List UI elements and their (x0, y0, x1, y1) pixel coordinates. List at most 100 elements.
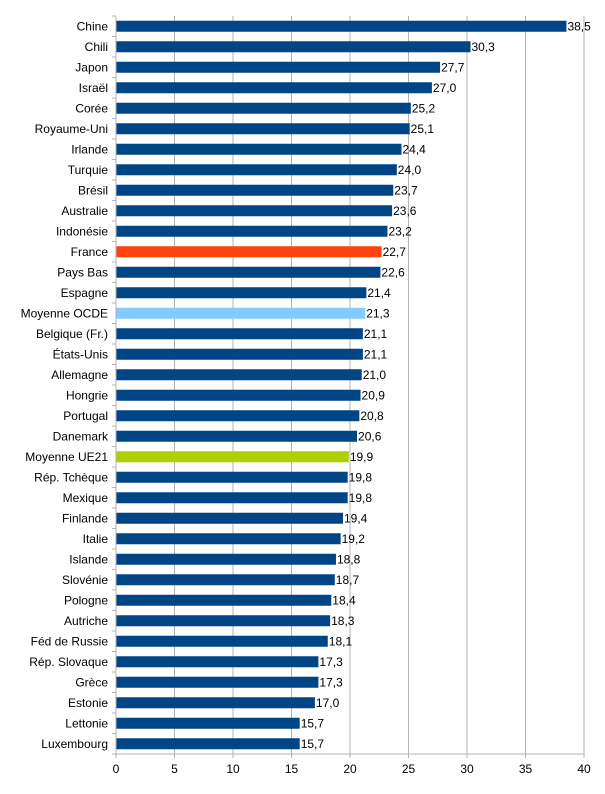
bar-24 (116, 512, 343, 524)
value-label: 19,9 (350, 450, 374, 464)
category-label: Finlande (62, 511, 108, 525)
value-label: 19,8 (349, 491, 373, 505)
bar-23 (116, 492, 348, 504)
category-label: Japon (75, 60, 108, 74)
x-tick-label-5: 5 (171, 762, 178, 776)
category-label: Féd de Russie (31, 634, 109, 648)
bar-35 (116, 738, 300, 750)
value-label: 18,7 (336, 573, 360, 587)
bar-21 (116, 451, 349, 463)
value-label: 23,7 (394, 183, 418, 197)
value-label: 17,0 (316, 696, 340, 710)
value-label: 30,3 (472, 40, 496, 54)
category-label: Portugal (63, 409, 108, 423)
bar-32 (116, 676, 319, 688)
bar-1 (116, 41, 471, 53)
category-label: Belgique (Fr.) (36, 327, 108, 341)
bars (116, 20, 567, 750)
category-label: France (71, 245, 109, 259)
category-label: Pologne (64, 593, 108, 607)
x-tick-label-20: 20 (343, 762, 357, 776)
value-label: 18,8 (337, 552, 361, 566)
value-label: 21,0 (363, 368, 387, 382)
category-label: Irlande (71, 142, 108, 156)
value-label: 23,2 (388, 224, 412, 238)
bar-19 (116, 410, 360, 422)
value-label: 27,7 (441, 60, 465, 74)
value-label: 17,3 (319, 655, 343, 669)
bar-17 (116, 369, 362, 381)
value-label: 15,7 (301, 716, 325, 730)
bar-15 (116, 328, 363, 340)
value-label: 21,1 (364, 327, 388, 341)
value-label: 21,4 (367, 286, 391, 300)
x-tick-label-0: 0 (113, 762, 120, 776)
category-label: Estonie (68, 696, 108, 710)
category-label: Moyenne UE21 (25, 450, 108, 464)
bar-13 (116, 287, 367, 299)
bar-22 (116, 471, 348, 483)
category-label: Hongrie (66, 388, 108, 402)
category-label: Lettonie (65, 716, 108, 730)
value-label: 18,1 (329, 634, 353, 648)
category-label: Italie (83, 532, 109, 546)
category-label: Allemagne (51, 368, 108, 382)
bar-18 (116, 389, 361, 401)
value-label: 25,2 (412, 101, 436, 115)
category-label: Indonésie (56, 224, 108, 238)
value-label: 22,6 (381, 265, 405, 279)
value-label: 17,3 (319, 675, 343, 689)
x-tick-label-15: 15 (285, 762, 299, 776)
value-label: 27,0 (433, 81, 457, 95)
value-label: 21,3 (366, 306, 390, 320)
category-label: Luxembourg (41, 737, 108, 751)
category-label: Danemark (53, 429, 109, 443)
bar-10 (116, 225, 388, 237)
category-label: Corée (75, 101, 108, 115)
category-label: Grèce (75, 675, 108, 689)
bar-26 (116, 553, 336, 565)
value-label: 25,1 (411, 122, 435, 136)
category-label: États-Unis (53, 346, 108, 361)
bar-12 (116, 266, 381, 278)
category-labels: Chine Chili Japon Israël Corée Royaume-Uni Irl… (21, 19, 109, 751)
x-axis-ticks: 0 5 10 15 20 25 30 35 40 (113, 754, 591, 776)
value-labels: 38,5 30,3 27,7 27,0 25,2 25,1 24,4 24,0 23,7 23,6… (301, 19, 591, 751)
bar-14 (116, 307, 366, 319)
x-tick-label-40: 40 (577, 762, 591, 776)
value-label: 24,4 (402, 142, 426, 156)
value-label: 21,1 (364, 347, 388, 361)
value-label: 20,8 (360, 409, 384, 423)
category-label: Islande (69, 552, 108, 566)
category-label: Slovénie (62, 573, 108, 587)
bar-2 (116, 61, 441, 73)
bar-33 (116, 697, 315, 709)
bar-30 (116, 635, 328, 647)
bar-11 (116, 246, 382, 258)
value-label: 24,0 (398, 163, 422, 177)
value-label: 23,6 (393, 204, 417, 218)
category-label: Australie (61, 204, 108, 218)
bar-8 (116, 184, 394, 196)
category-label: Rép. Tchèque (34, 470, 108, 484)
bar-9 (116, 205, 393, 217)
bar-28 (116, 594, 332, 606)
x-tick-label-30: 30 (460, 762, 474, 776)
category-label: Espagne (61, 286, 109, 300)
category-label: Israël (79, 81, 108, 95)
bar-20 (116, 430, 358, 442)
value-label: 15,7 (301, 737, 325, 751)
value-label: 19,8 (349, 470, 373, 484)
value-label: 20,9 (362, 388, 386, 402)
value-label: 19,2 (342, 532, 366, 546)
category-label: Brésil (78, 183, 108, 197)
bar-34 (116, 717, 300, 729)
bar-29 (116, 615, 331, 627)
bar-27 (116, 574, 335, 586)
category-label: Autriche (64, 614, 108, 628)
category-label: Turquie (68, 163, 109, 177)
category-label: Pays Bas (57, 265, 108, 279)
category-label: Chine (77, 19, 109, 33)
value-label: 22,7 (383, 245, 407, 259)
